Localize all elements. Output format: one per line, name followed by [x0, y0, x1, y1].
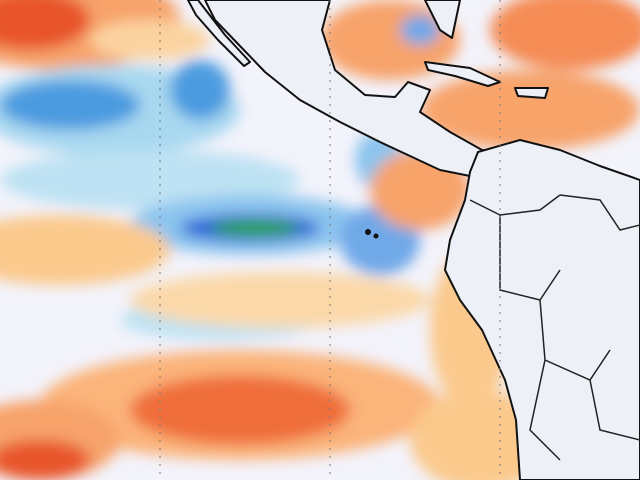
galapagos — [365, 229, 371, 235]
florida — [424, 0, 461, 39]
country-border — [469, 194, 640, 461]
graticule — [159, 0, 501, 480]
south-america — [444, 139, 640, 480]
baja-peninsula — [187, 0, 251, 67]
galapagos — [373, 233, 379, 239]
cuba — [424, 61, 501, 87]
hispaniola — [514, 87, 549, 99]
coastlines — [187, 0, 640, 480]
